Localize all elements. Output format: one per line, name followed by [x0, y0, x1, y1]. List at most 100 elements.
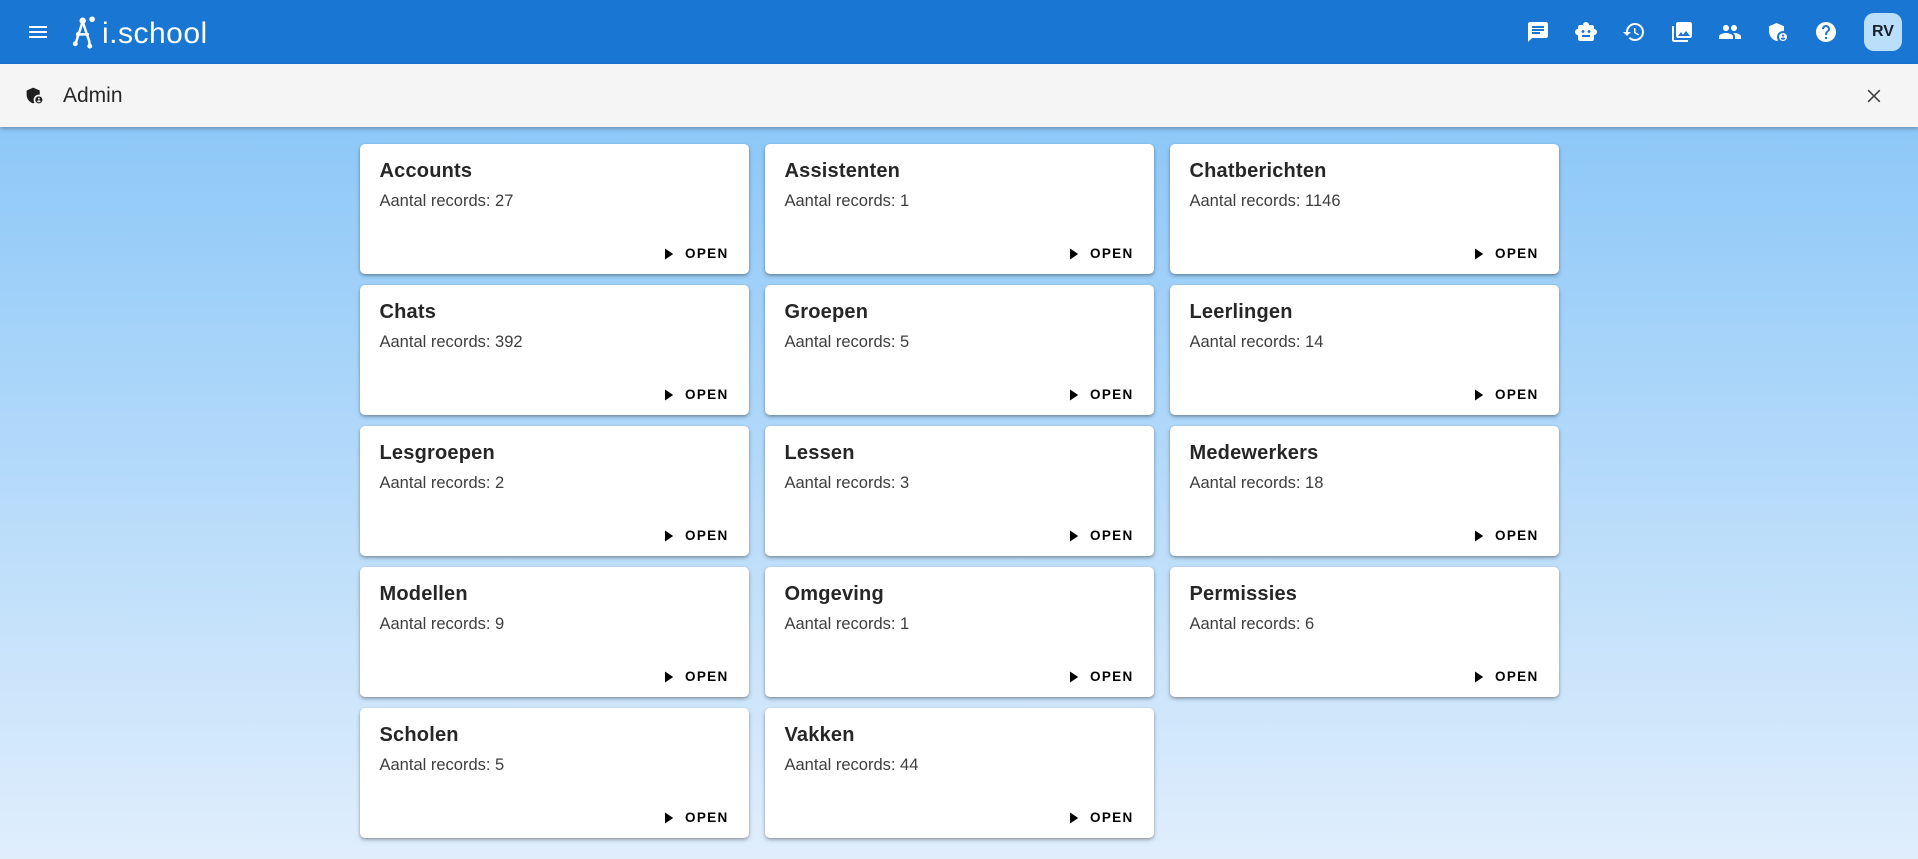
admin-card: Assistenten Aantal records: 1 OPEN [764, 144, 1154, 274]
card-grid: Accounts Aantal records: 27 OPEN Assiste… [0, 127, 1918, 838]
card-title: Medewerkers [1189, 442, 1319, 464]
close-icon [1867, 89, 1881, 102]
card-title: Modellen [379, 583, 468, 605]
arrow-right-icon [1475, 671, 1484, 682]
open-button-label: OPEN [1495, 669, 1539, 684]
arrow-right-icon [1070, 530, 1079, 541]
card-title: Scholen [379, 724, 459, 746]
logo-text: i.school [102, 17, 208, 50]
arrow-right-icon [1070, 671, 1079, 682]
admin-content: Accounts Aantal records: 27 OPEN Assiste… [0, 127, 1918, 859]
arrow-right-icon [665, 671, 674, 682]
open-button[interactable]: OPEN [656, 522, 736, 549]
open-button[interactable]: OPEN [1466, 663, 1546, 690]
open-button-label: OPEN [685, 387, 729, 402]
open-button-label: OPEN [685, 528, 729, 543]
arrow-right-icon [665, 530, 674, 541]
card-title: Chatberichten [1189, 160, 1327, 182]
open-button[interactable]: OPEN [1061, 663, 1141, 690]
open-button-label: OPEN [685, 810, 729, 825]
admin-card: Lessen Aantal records: 3 OPEN [764, 426, 1154, 556]
card-records: Aantal records: 1 [784, 192, 910, 210]
open-button-label: OPEN [1090, 246, 1134, 261]
close-button[interactable] [1854, 76, 1894, 116]
open-button-label: OPEN [1495, 387, 1539, 402]
arrow-right-icon [1475, 248, 1484, 259]
card-records: Aantal records: 9 [379, 615, 505, 633]
open-button-label: OPEN [1090, 528, 1134, 543]
help-button[interactable] [1802, 8, 1850, 56]
robot-icon [1575, 22, 1597, 41]
open-button-label: OPEN [1090, 387, 1134, 402]
admin-button[interactable] [1754, 8, 1802, 56]
open-button-label: OPEN [685, 669, 729, 684]
arrow-right-icon [1070, 812, 1079, 823]
card-title: Groepen [784, 301, 869, 323]
user-avatar[interactable]: RV [1864, 13, 1902, 51]
admin-shield-icon [1769, 23, 1787, 41]
chat-button[interactable] [1514, 8, 1562, 56]
card-records: Aantal records: 14 [1189, 333, 1324, 351]
open-button[interactable]: OPEN [1466, 381, 1546, 408]
card-title: Assistenten [784, 160, 901, 182]
admin-card: Vakken Aantal records: 44 OPEN [764, 708, 1154, 838]
card-records: Aantal records: 2 [379, 474, 505, 492]
admin-card: Lesgroepen Aantal records: 2 OPEN [359, 426, 749, 556]
logo[interactable]: i.school [70, 13, 208, 51]
app-bar-actions: RV [1514, 8, 1902, 56]
card-records: Aantal records: 5 [784, 333, 910, 351]
open-button[interactable]: OPEN [1466, 522, 1546, 549]
card-title: Omgeving [784, 583, 884, 605]
card-title: Lessen [784, 442, 855, 464]
admin-card: Medewerkers Aantal records: 18 OPEN [1169, 426, 1559, 556]
admin-card: Scholen Aantal records: 5 OPEN [359, 708, 749, 838]
open-button[interactable]: OPEN [1466, 240, 1546, 267]
open-button-label: OPEN [1090, 810, 1134, 825]
card-title: Lesgroepen [379, 442, 495, 464]
open-button-label: OPEN [685, 246, 729, 261]
history-button[interactable] [1610, 8, 1658, 56]
open-button[interactable]: OPEN [656, 240, 736, 267]
open-button-label: OPEN [1495, 246, 1539, 261]
card-records: Aantal records: 3 [784, 474, 910, 492]
card-records: Aantal records: 44 [784, 756, 919, 774]
admin-card: Groepen Aantal records: 5 OPEN [764, 285, 1154, 415]
gallery-button[interactable] [1658, 8, 1706, 56]
arrow-right-icon [1475, 389, 1484, 400]
card-records: Aantal records: 392 [379, 333, 523, 351]
people-button[interactable] [1706, 8, 1754, 56]
admin-shield-icon [26, 87, 43, 104]
admin-card: Chats Aantal records: 392 OPEN [359, 285, 749, 415]
card-title: Accounts [379, 160, 473, 182]
open-button[interactable]: OPEN [656, 381, 736, 408]
card-records: Aantal records: 18 [1189, 474, 1324, 492]
hamburger-menu-icon [29, 26, 47, 38]
logo-a-mark [72, 16, 95, 49]
help-icon [1816, 22, 1836, 42]
card-records: Aantal records: 6 [1189, 615, 1315, 633]
arrow-right-icon [1070, 389, 1079, 400]
open-button[interactable]: OPEN [656, 804, 736, 831]
arrow-right-icon [665, 389, 674, 400]
open-button[interactable]: OPEN [1061, 240, 1141, 267]
card-title: Vakken [784, 724, 855, 746]
photo-library-icon [1672, 22, 1692, 42]
open-button[interactable]: OPEN [656, 663, 736, 690]
people-icon [1719, 25, 1741, 39]
card-records: Aantal records: 1 [784, 615, 910, 633]
page-title: Admin [63, 83, 123, 107]
admin-card: Omgeving Aantal records: 1 OPEN [764, 567, 1154, 697]
menu-button[interactable] [14, 8, 62, 56]
open-button[interactable]: OPEN [1061, 381, 1141, 408]
open-button[interactable]: OPEN [1061, 522, 1141, 549]
card-title: Permissies [1189, 583, 1298, 605]
admin-card: Modellen Aantal records: 9 OPEN [359, 567, 749, 697]
admin-card: Chatberichten Aantal records: 1146 OPEN [1169, 144, 1559, 274]
open-button[interactable]: OPEN [1061, 804, 1141, 831]
card-title: Chats [379, 301, 437, 323]
arrow-right-icon [1475, 530, 1484, 541]
app-bar: i.school RV [0, 0, 1918, 64]
card-records: Aantal records: 27 [379, 192, 514, 210]
assistant-button[interactable] [1562, 8, 1610, 56]
chat-icon [1528, 22, 1548, 42]
